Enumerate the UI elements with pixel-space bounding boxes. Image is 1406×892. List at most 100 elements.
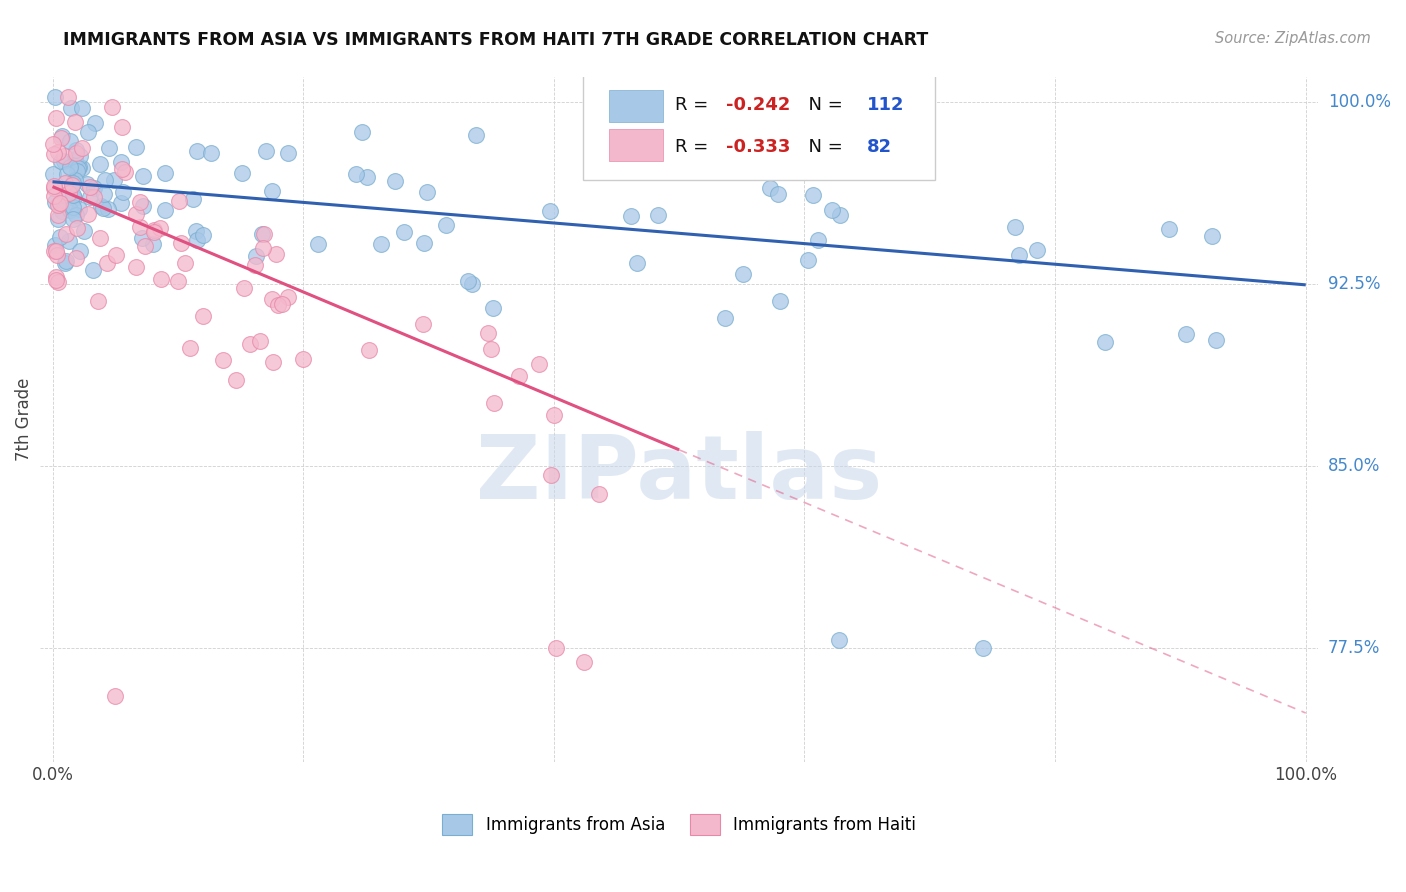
Text: N =: N =: [797, 137, 848, 155]
Point: [65, 146, 87, 161]
Point: [434, 219, 457, 233]
Point: [830, 208, 852, 222]
Point: [619, 209, 641, 223]
Point: [104, 689, 127, 703]
Point: [129, 195, 152, 210]
Point: [412, 235, 434, 250]
Point: [66, 164, 89, 178]
Point: [482, 301, 505, 315]
Point: [93, 173, 115, 187]
Point: [193, 228, 215, 243]
Text: Source: ZipAtlas.com: Source: ZipAtlas.com: [1215, 31, 1371, 46]
Point: [67, 160, 90, 174]
Text: 82: 82: [868, 137, 893, 155]
Text: 112: 112: [868, 96, 904, 114]
Point: [63, 173, 86, 187]
Point: [384, 174, 406, 188]
Point: [42, 147, 65, 161]
Point: [62, 188, 84, 202]
Point: [394, 225, 416, 239]
Point: [461, 277, 484, 292]
Point: [174, 256, 197, 270]
Point: [96, 256, 118, 270]
Text: R =: R =: [675, 137, 714, 155]
Point: [65, 208, 87, 222]
Point: [63, 115, 86, 129]
Point: [90, 199, 112, 213]
Point: [344, 167, 367, 181]
Point: [66, 221, 89, 235]
Point: [125, 206, 148, 220]
Point: [46, 198, 69, 212]
Text: R =: R =: [675, 96, 714, 114]
Point: [65, 252, 87, 266]
Point: [245, 249, 267, 263]
Point: [1174, 326, 1197, 341]
Point: [62, 200, 84, 214]
Point: [125, 260, 148, 274]
Point: [1025, 243, 1047, 257]
Point: [155, 202, 177, 217]
Point: [72, 101, 94, 115]
Point: [89, 231, 111, 245]
Point: [79, 190, 101, 204]
Point: [59, 101, 82, 115]
Point: [1159, 222, 1181, 236]
Point: [62, 212, 84, 227]
Point: [51, 131, 73, 145]
Point: [49, 154, 72, 169]
Point: [184, 224, 207, 238]
Point: [179, 341, 201, 355]
Point: [149, 220, 172, 235]
Y-axis label: 7th Grade: 7th Grade: [15, 378, 32, 461]
Point: [482, 396, 505, 410]
Text: IMMIGRANTS FROM ASIA VS IMMIGRANTS FROM HAITI 7TH GRADE CORRELATION CHART: IMMIGRANTS FROM ASIA VS IMMIGRANTS FROM …: [63, 31, 928, 49]
Point: [60, 178, 83, 193]
Point: [65, 143, 87, 157]
Point: [44, 238, 66, 252]
Point: [79, 179, 101, 194]
Point: [291, 351, 314, 366]
Point: [55, 167, 77, 181]
Point: [93, 187, 115, 202]
Point: [527, 357, 550, 371]
Point: [55, 227, 77, 241]
Point: [588, 487, 610, 501]
Point: [111, 120, 134, 134]
Point: [53, 188, 76, 202]
Point: [706, 139, 728, 153]
Point: [53, 176, 76, 190]
Point: [45, 244, 67, 258]
Point: [82, 263, 104, 277]
Point: [44, 244, 66, 259]
Text: -0.242: -0.242: [727, 96, 790, 114]
Point: [44, 194, 66, 209]
Point: [191, 309, 214, 323]
Point: [70, 141, 93, 155]
Point: [46, 145, 69, 159]
Point: [260, 292, 283, 306]
Point: [225, 373, 247, 387]
Point: [254, 144, 277, 158]
Point: [76, 177, 98, 191]
Point: [143, 225, 166, 239]
Point: [239, 336, 262, 351]
Point: [232, 281, 254, 295]
Legend: Immigrants from Asia, Immigrants from Haiti: Immigrants from Asia, Immigrants from Ha…: [436, 807, 922, 841]
Point: [46, 208, 69, 222]
Point: [131, 231, 153, 245]
Point: [370, 237, 392, 252]
Text: 92.5%: 92.5%: [1329, 275, 1381, 293]
Point: [572, 655, 595, 669]
Point: [51, 129, 73, 144]
Point: [155, 166, 177, 180]
Point: [77, 207, 100, 221]
Point: [51, 203, 73, 218]
Point: [124, 139, 146, 153]
Point: [1008, 248, 1031, 262]
Point: [543, 408, 565, 422]
FancyBboxPatch shape: [583, 74, 935, 180]
Point: [807, 233, 830, 247]
Point: [45, 111, 67, 125]
Point: [84, 116, 107, 130]
